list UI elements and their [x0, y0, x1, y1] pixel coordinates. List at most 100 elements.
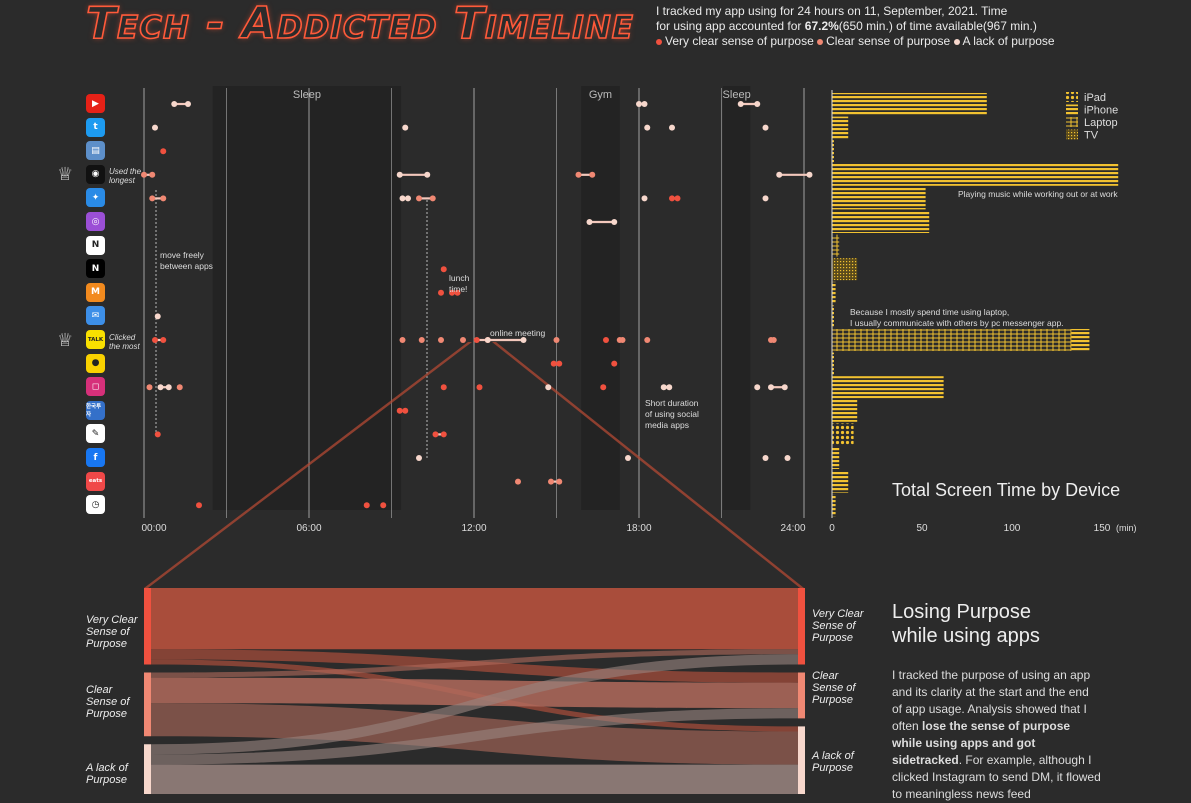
legend-label: Clear sense of purpose: [826, 34, 951, 48]
session-point: [473, 337, 480, 343]
session-point: [603, 337, 609, 343]
session-point: [399, 337, 406, 343]
device-bar: [832, 470, 849, 493]
zoom-connector: [144, 342, 804, 588]
device-bar: [832, 187, 926, 210]
session-point: [768, 384, 774, 391]
session-point: [440, 266, 447, 273]
session-point: [146, 384, 153, 391]
session-point: [363, 502, 370, 509]
session-point: [476, 384, 483, 391]
sankey-right-label: A lack of Purpose: [812, 750, 854, 774]
zoom-line: [144, 342, 472, 588]
session-point: [171, 101, 178, 107]
device-bar: [832, 494, 836, 517]
device-legend-label: TV: [1084, 130, 1099, 142]
session-point: [586, 219, 593, 225]
bar-note: Playing music while working out or at wo…: [958, 189, 1118, 199]
purpose-sankey: [144, 588, 805, 794]
youtube-icon: ▶: [86, 94, 105, 113]
intro-text: I tracked my app using for 24 hours on 1…: [656, 4, 1055, 49]
instagram-icon: ◻: [86, 377, 105, 397]
session-point: [484, 337, 491, 343]
session-point: [781, 384, 788, 391]
bar-tick-label: 0: [829, 523, 835, 534]
session-point: [152, 337, 158, 343]
session-point: [754, 101, 761, 107]
session-point: [141, 171, 147, 178]
annotation-text: lunch: [449, 273, 470, 283]
x-tick-label: 00:00: [141, 523, 166, 534]
session-point: [776, 171, 783, 178]
session-point: [754, 384, 761, 391]
session-point: [449, 289, 455, 296]
annotation-text: of using social: [645, 409, 699, 419]
device-legend-label: iPhone: [1084, 105, 1118, 117]
session-point: [399, 195, 406, 202]
session-point: [160, 195, 167, 202]
sankey-flow: [151, 654, 798, 755]
side-note-most: Clicked the most: [109, 333, 140, 351]
session-point: [644, 337, 651, 343]
page-title: Tech - Addicted Timeline: [85, 0, 634, 50]
side-note-line: Used the: [109, 167, 142, 176]
sankey-flow: [151, 588, 798, 650]
session-point: [396, 407, 403, 414]
sankey-flow: [151, 649, 798, 678]
device-bar: [832, 211, 930, 233]
legend-very-clear: Very clear sense of purpose: [656, 34, 814, 48]
session-point: [784, 455, 791, 461]
section-body-text: I tracked the purpose of using an app an…: [892, 668, 1091, 733]
bar-note: I usually communicate with others by pc …: [850, 318, 1064, 328]
region-label: Sleep: [723, 89, 751, 101]
session-point: [165, 384, 172, 391]
map-pin-icon: ●: [86, 353, 105, 373]
bar-note: Because I mostly spend time using laptop…: [850, 307, 1009, 317]
intro-line-2-pre: for using app accounted for: [656, 19, 805, 33]
device-bar: [832, 305, 834, 328]
session-point: [402, 407, 409, 414]
spotify-icon: ◉: [86, 164, 105, 184]
device-legend-label: Laptop: [1084, 117, 1118, 129]
sankey-left-label: Very Clear Sense of Purpose: [86, 614, 138, 650]
zoom-line: [492, 342, 804, 588]
annotation-text: move freely: [160, 250, 205, 260]
x-tick-label: 24:00: [780, 523, 805, 534]
legend-label: A lack of purpose: [962, 34, 1055, 48]
x-tick-label: 18:00: [626, 523, 651, 534]
kakaotalk-icon: TALK: [86, 330, 105, 349]
session-point: [550, 360, 557, 367]
session-point: [416, 195, 422, 202]
session-point: [553, 337, 560, 343]
x-tick-label: 12:00: [461, 523, 486, 534]
session-point: [424, 171, 431, 178]
session-point: [666, 384, 673, 391]
session-point: [589, 171, 596, 178]
device-bar: [832, 234, 840, 257]
session-point: [405, 195, 411, 202]
session-point: [440, 384, 447, 391]
twitter-icon: t: [86, 117, 105, 137]
legend-label: Very clear sense of purpose: [665, 34, 814, 48]
timeline-gridlines: [143, 88, 805, 518]
safari-icon: ✦: [86, 188, 105, 208]
session-point: [438, 337, 444, 343]
section-title: Losing Purpose while using apps: [892, 600, 1040, 648]
session-point: [515, 478, 521, 485]
bar-unit-label: (min): [1116, 523, 1137, 533]
device-bar: [832, 447, 840, 469]
session-point: [575, 171, 582, 178]
session-point: [636, 101, 642, 107]
intro-percentage: 67.2%: [804, 19, 839, 33]
eats-icon: eats: [86, 471, 105, 491]
region-label: Gym: [589, 89, 612, 101]
session-point: [660, 384, 667, 391]
session-point: [160, 337, 167, 343]
annotation-text: Short duration: [645, 398, 699, 408]
session-point: [619, 337, 626, 343]
sankey-left-label: A lack of Purpose: [86, 762, 128, 786]
device-legend-swatch: [1066, 92, 1078, 102]
session-point: [611, 360, 618, 367]
session-point: [644, 124, 651, 131]
